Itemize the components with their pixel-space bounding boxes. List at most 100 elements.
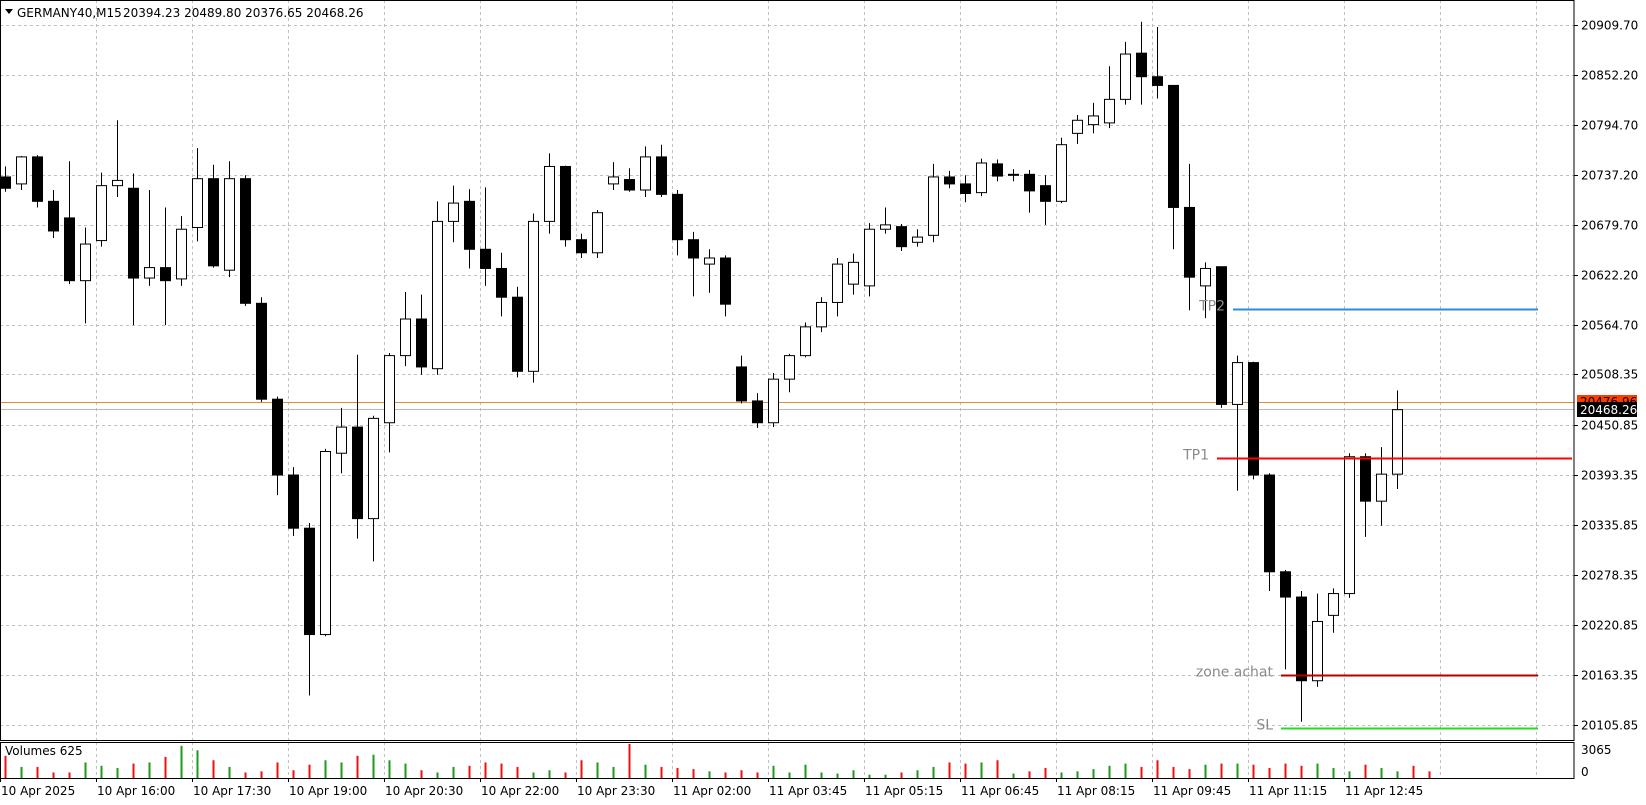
candle-body-bull	[1376, 473, 1387, 502]
triangle-down-icon[interactable]	[5, 9, 13, 14]
candle[interactable]	[528, 213, 539, 383]
candle[interactable]	[928, 163, 939, 243]
candle[interactable]	[1264, 473, 1275, 591]
candle[interactable]	[512, 286, 523, 378]
candle[interactable]	[144, 190, 155, 286]
candle[interactable]	[704, 249, 715, 293]
candle[interactable]	[992, 159, 1003, 182]
candle[interactable]	[912, 229, 923, 247]
candle[interactable]	[976, 158, 987, 197]
candle[interactable]	[112, 120, 123, 197]
candle[interactable]	[1280, 570, 1291, 670]
candle[interactable]	[688, 231, 699, 297]
candle[interactable]	[416, 294, 427, 375]
candle[interactable]	[1024, 169, 1035, 213]
candle[interactable]	[752, 393, 763, 428]
candle[interactable]	[320, 448, 331, 637]
candle[interactable]	[816, 297, 827, 333]
time-axis[interactable]: 10 Apr 2025 10 Apr 16:00 10 Apr 17:30 10 Ap…	[0, 778, 1424, 798]
candle[interactable]	[1136, 21, 1147, 105]
candle[interactable]	[720, 255, 731, 317]
candle[interactable]	[384, 353, 395, 453]
candle[interactable]	[48, 190, 59, 238]
candle[interactable]	[544, 153, 555, 234]
candle[interactable]	[576, 233, 587, 258]
candle[interactable]	[768, 373, 779, 428]
candle[interactable]	[256, 297, 267, 402]
candle[interactable]	[960, 175, 971, 203]
candle[interactable]	[288, 467, 299, 537]
candle[interactable]	[1296, 590, 1307, 722]
candle[interactable]	[1376, 447, 1387, 526]
candle[interactable]	[480, 187, 491, 286]
candle[interactable]	[1200, 262, 1211, 319]
candle[interactable]	[944, 170, 955, 189]
price-axis[interactable]: 20909.70 20852.20 20794.70 20737.20 20679.70…	[1574, 19, 1638, 733]
candle[interactable]	[880, 207, 891, 234]
candle[interactable]	[160, 207, 171, 326]
candle[interactable]	[1168, 84, 1179, 250]
candle[interactable]	[304, 522, 315, 696]
candle[interactable]	[560, 165, 571, 247]
candle[interactable]	[32, 155, 43, 208]
candle[interactable]	[848, 253, 859, 295]
candle[interactable]	[1344, 453, 1355, 598]
time-tick-label: 10 Apr 17:30	[193, 784, 271, 798]
candle[interactable]	[240, 175, 251, 306]
candle-body-bear	[48, 200, 59, 232]
candle[interactable]	[592, 210, 603, 258]
candle[interactable]	[128, 173, 139, 326]
candle[interactable]	[352, 354, 363, 539]
candle[interactable]	[80, 227, 91, 324]
candle[interactable]	[784, 353, 795, 393]
candle[interactable]	[1088, 102, 1099, 134]
candle[interactable]	[640, 146, 651, 197]
candle[interactable]	[1392, 390, 1403, 489]
candle[interactable]	[272, 396, 283, 496]
candle[interactable]	[736, 355, 747, 404]
candle[interactable]	[1248, 361, 1259, 480]
candle[interactable]	[864, 223, 875, 297]
candle[interactable]	[224, 161, 235, 278]
candle[interactable]	[496, 252, 507, 317]
candle[interactable]	[800, 322, 811, 358]
candle[interactable]	[832, 257, 843, 317]
candle[interactable]	[336, 407, 347, 474]
candle[interactable]	[1040, 175, 1051, 225]
candle[interactable]	[464, 189, 475, 269]
level-label-sl: SL	[1256, 718, 1273, 734]
candle[interactable]	[16, 156, 27, 191]
candle[interactable]	[176, 216, 187, 286]
trade-levels[interactable]: TP2 TP1 zone achat SL	[1182, 299, 1572, 734]
candle[interactable]	[432, 201, 443, 375]
candle[interactable]	[1008, 169, 1019, 182]
candle[interactable]	[448, 185, 459, 243]
candle[interactable]	[192, 148, 203, 242]
candle[interactable]	[96, 172, 107, 247]
candle[interactable]	[608, 162, 619, 191]
candle-body-bear	[1280, 571, 1291, 598]
candle[interactable]	[400, 291, 411, 367]
candle[interactable]	[1312, 593, 1323, 687]
candle[interactable]	[64, 161, 75, 285]
bid-price-tag: 20468.26	[1577, 402, 1637, 417]
candle[interactable]	[368, 415, 379, 562]
candle[interactable]	[208, 164, 219, 268]
candle[interactable]	[1056, 137, 1067, 204]
candle[interactable]	[1072, 115, 1083, 144]
candle[interactable]	[1360, 453, 1371, 537]
candle[interactable]	[1104, 66, 1115, 129]
candle-body-bear	[736, 366, 747, 402]
candle[interactable]	[624, 168, 635, 192]
candle[interactable]	[1232, 355, 1243, 491]
candle[interactable]	[1152, 27, 1163, 99]
candle[interactable]	[656, 144, 667, 197]
candle[interactable]	[672, 190, 683, 256]
candle[interactable]	[1328, 588, 1339, 633]
candles[interactable]	[0, 21, 1403, 722]
candle[interactable]	[1120, 41, 1131, 105]
candle[interactable]	[1216, 266, 1227, 408]
candle[interactable]	[896, 224, 907, 252]
candle[interactable]	[1184, 163, 1195, 311]
